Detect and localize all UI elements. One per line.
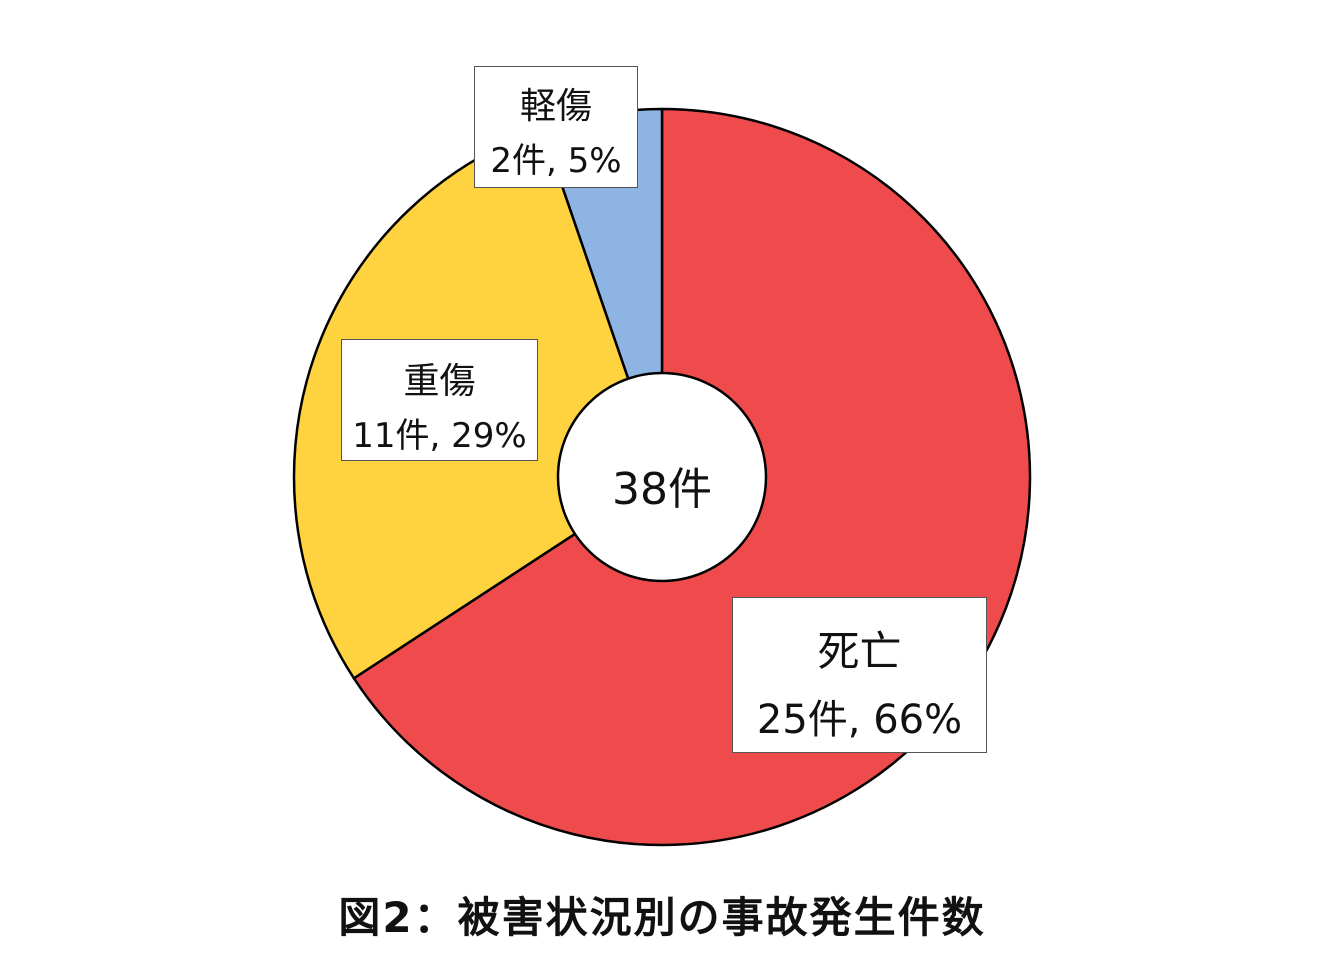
slice-label-death: 死亡 25件, 66%	[732, 597, 987, 753]
chart-title: 図2：被害状況別の事故発生件数	[338, 893, 986, 942]
slice-label-serious-injury: 重傷 11件, 29%	[341, 339, 538, 461]
donut-hole	[556, 371, 768, 583]
slice-label-value: 11件, 29%	[352, 416, 527, 456]
slice-label-name: 死亡	[817, 627, 902, 676]
slice-label-name: 軽傷	[519, 86, 592, 127]
slice-label-value: 25件, 66%	[756, 697, 963, 743]
center-total-label: 38件	[612, 464, 712, 515]
slice-label-name: 重傷	[403, 361, 476, 402]
slice-label-light-injury: 軽傷 2件, 5%	[474, 66, 638, 188]
slice-label-value: 2件, 5%	[490, 141, 622, 181]
